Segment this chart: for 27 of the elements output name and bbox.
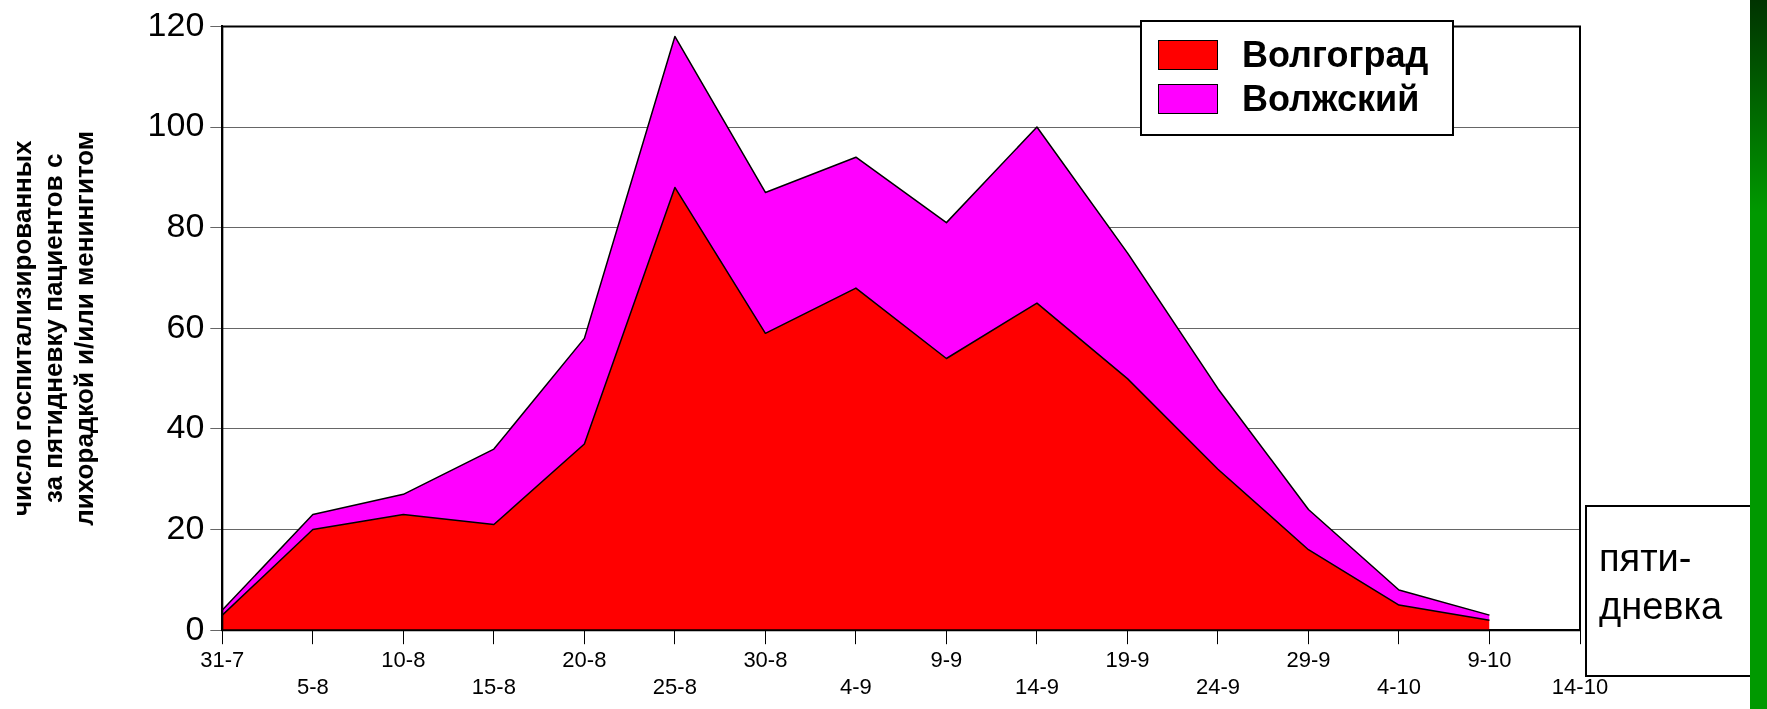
- x-tick-label: 9-10: [1467, 647, 1512, 673]
- x-tick-label: 9-9: [930, 647, 963, 673]
- x-tick-label: 19-9: [1105, 647, 1150, 673]
- y-tick-label: 80: [166, 206, 205, 245]
- y-tick-label: 0: [185, 608, 205, 647]
- legend-label: Волжский: [1242, 78, 1420, 120]
- y-tick-label: 20: [166, 507, 205, 546]
- x-tick-label: 14-9: [1014, 673, 1059, 699]
- legend-label: Волгоград: [1242, 34, 1429, 76]
- x-tick-label: 29-9: [1286, 647, 1331, 673]
- x-tick-label: 31-7: [200, 647, 245, 673]
- x-tick-label: 4-9: [840, 673, 872, 699]
- x-tick-label: 10-8: [381, 647, 426, 673]
- x-tick-label: 24-9: [1195, 673, 1240, 699]
- y-axis-title: число госпитализированных за пятидневку пациентов с лихорадкой и/или менингитом: [6, 130, 100, 526]
- x-tick-label: 15-8: [471, 673, 516, 699]
- y-tick-label: 100: [147, 105, 205, 144]
- y-tick-label: 40: [166, 407, 205, 446]
- x-tick-label: 25-8: [652, 673, 697, 699]
- x-tick-label: 5-8: [296, 673, 329, 699]
- y-tick-label: 60: [166, 306, 205, 345]
- y-tick-label: 120: [147, 4, 205, 43]
- x-tick-label: 14-10: [1551, 673, 1609, 699]
- x-tick-label: 4-10: [1376, 673, 1421, 699]
- x-axis-title: пяти-дневка: [1599, 537, 1723, 627]
- x-tick-label: 20-8: [562, 647, 607, 673]
- x-tick-label: 30-8: [743, 647, 788, 673]
